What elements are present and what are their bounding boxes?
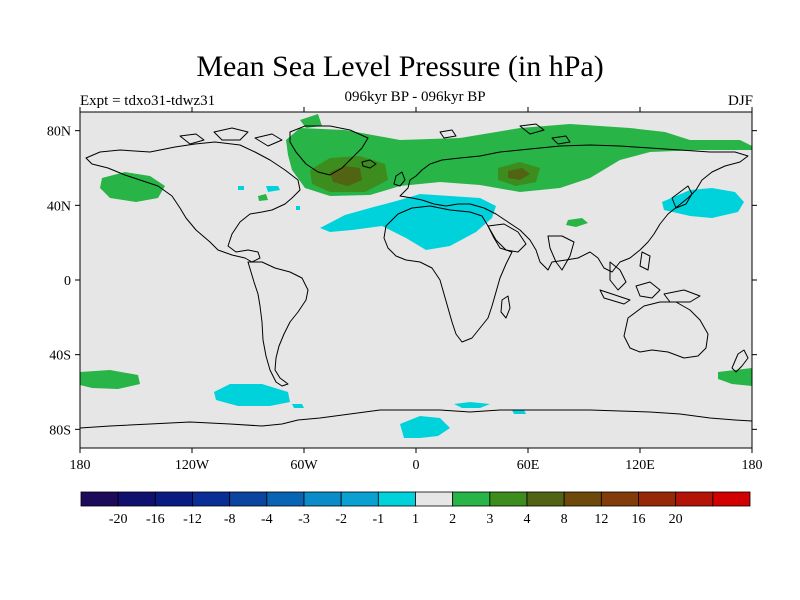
legend-label: 4 — [524, 512, 531, 527]
legend-label: -2 — [335, 512, 347, 527]
season-label: DJF — [727, 93, 753, 109]
legend-label: -3 — [298, 512, 310, 527]
x-tick-label: 120E — [625, 458, 655, 473]
legend-color-box — [638, 491, 677, 507]
legend-color-box — [80, 491, 119, 507]
legend-color-box — [266, 491, 305, 507]
legend-label: -4 — [261, 512, 273, 527]
chart-subtitle: 096kyr BP - 096kyr BP — [344, 89, 486, 105]
x-tick-label: 60W — [290, 458, 318, 473]
legend-label: 16 — [632, 512, 646, 527]
legend-color-box — [526, 491, 565, 507]
legend-label: -16 — [146, 512, 165, 527]
legend-label: 12 — [594, 512, 608, 527]
y-tick-label: 80N — [47, 125, 71, 140]
legend-label: -20 — [109, 512, 128, 527]
x-tick-label: 60E — [517, 458, 540, 473]
legend-color-box — [377, 491, 416, 507]
y-tick-label: 40N — [47, 199, 71, 214]
legend-color-box — [117, 491, 156, 507]
legend-color-box — [229, 491, 268, 507]
legend-color-box — [415, 491, 454, 507]
positive-anomaly-field — [80, 114, 752, 389]
legend-color-box — [712, 491, 751, 507]
legend-color-box — [600, 491, 639, 507]
legend-color-box — [154, 491, 193, 507]
color-legend: -20 -16 -12 -8 -4 -3 -2 -1 1 2 3 4 8 12 16 20 — [80, 491, 751, 527]
y-tick-label: 0 — [64, 274, 71, 289]
x-tick-label: 180 — [742, 458, 763, 473]
x-tick-label: 180 — [70, 458, 91, 473]
legend-color-box — [489, 491, 528, 507]
legend-color-box — [452, 491, 491, 507]
legend-color-box — [303, 491, 342, 507]
strong-positive-anomaly — [330, 166, 530, 186]
coastlines — [80, 123, 752, 429]
legend-color-box — [340, 491, 379, 507]
legend-color-box — [563, 491, 602, 507]
legend-color-box — [192, 491, 231, 507]
legend-label: 2 — [449, 512, 456, 527]
x-tick-label: 0 — [413, 458, 420, 473]
legend-label: 20 — [669, 512, 683, 527]
legend-color-box — [675, 491, 714, 507]
legend-label: -8 — [224, 512, 236, 527]
legend-label: -12 — [183, 512, 202, 527]
legend-label: -1 — [372, 512, 384, 527]
experiment-label: Expt = tdxo31-tdwz31 — [80, 93, 216, 109]
map-axes: 180 120W 60W 0 60E 120E 180 80N 40N 0 40S 80S — [47, 107, 763, 473]
y-tick-label: 40S — [49, 349, 71, 364]
chart-title: Mean Sea Level Pressure (in hPa) — [196, 50, 604, 83]
legend-label: 8 — [561, 512, 568, 527]
negative-anomaly-field — [214, 186, 744, 438]
x-tick-label: 120W — [175, 458, 210, 473]
legend-label: 1 — [412, 512, 419, 527]
y-tick-label: 80S — [49, 423, 71, 438]
legend-label: 3 — [486, 512, 493, 527]
